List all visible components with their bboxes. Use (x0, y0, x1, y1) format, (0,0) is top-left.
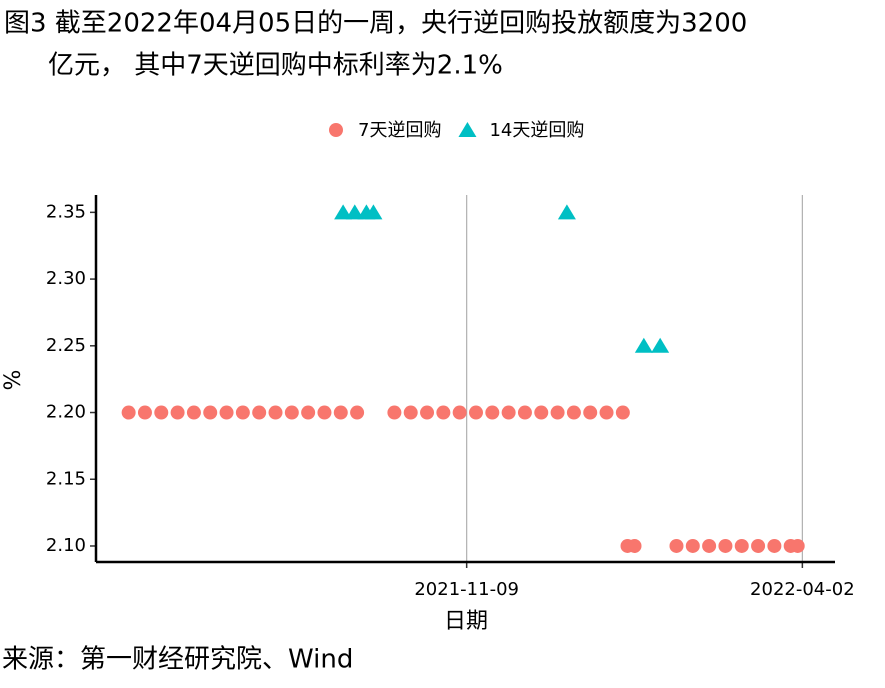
dot-point (669, 538, 684, 553)
dot-point (403, 405, 418, 420)
dot-point (268, 405, 283, 420)
dot-point (767, 538, 782, 553)
dot-point (387, 405, 402, 420)
triangle-point (345, 204, 364, 220)
dot-point (203, 405, 218, 420)
dot-point (252, 405, 267, 420)
dot-point (583, 405, 598, 420)
dot-point (566, 405, 581, 420)
dot-point (420, 405, 435, 420)
dot-point (170, 405, 185, 420)
dot-point (186, 405, 201, 420)
dot-point (599, 405, 614, 420)
triangle-point (334, 204, 353, 220)
triangle-point (634, 337, 653, 353)
legend-label: 7天逆回购 (358, 120, 441, 141)
chart-title: 亿元， 其中7天逆回购中标利率为2.1% (48, 51, 503, 81)
dot-point (301, 405, 316, 420)
dot-point (154, 405, 169, 420)
dot-point (550, 405, 565, 420)
dot-point (751, 538, 766, 553)
x-tick-label: 2022-04-02 (750, 579, 855, 600)
y-tick-label: 2.35 (46, 201, 86, 222)
dot-point (685, 538, 700, 553)
dot-point (350, 405, 365, 420)
dot-point (468, 405, 483, 420)
dot-point (317, 405, 332, 420)
x-tick-label: 2021-11-09 (414, 579, 519, 600)
dot-point (137, 405, 152, 420)
dot-point (485, 405, 500, 420)
legend-label: 14天逆回购 (489, 120, 584, 141)
dot-point (235, 405, 250, 420)
dot-point (718, 538, 733, 553)
dot-point (452, 405, 467, 420)
dot-point (627, 538, 642, 553)
dot-point (702, 538, 717, 553)
y-tick-label: 2.30 (46, 268, 86, 289)
y-tick-label: 2.25 (46, 335, 86, 356)
source-note: 来源：第一财经研究院、Wind (2, 645, 353, 675)
triangle-point (364, 204, 383, 220)
dot-point (790, 538, 805, 553)
triangle-point (651, 337, 670, 353)
dot-point (501, 405, 516, 420)
dot-point (615, 405, 630, 420)
dot-point (517, 405, 532, 420)
dot-point (284, 405, 299, 420)
dot-point (121, 405, 136, 420)
dot-point (534, 405, 549, 420)
dot-point (734, 538, 749, 553)
dot-point (219, 405, 234, 420)
dot-point (436, 405, 451, 420)
y-tick-label: 2.15 (46, 468, 86, 489)
dot-point (333, 405, 348, 420)
y-tick-label: 2.10 (46, 535, 86, 556)
y-axis-label: % (1, 370, 26, 391)
chart-title: 图3 截至2022年04月05日的一周，央行逆回购投放额度为3200 (4, 9, 747, 39)
dot-point (329, 123, 343, 137)
y-tick-label: 2.20 (46, 402, 86, 423)
x-axis-label: 日期 (444, 609, 488, 634)
triangle-point (458, 122, 477, 137)
triangle-point (557, 204, 576, 220)
